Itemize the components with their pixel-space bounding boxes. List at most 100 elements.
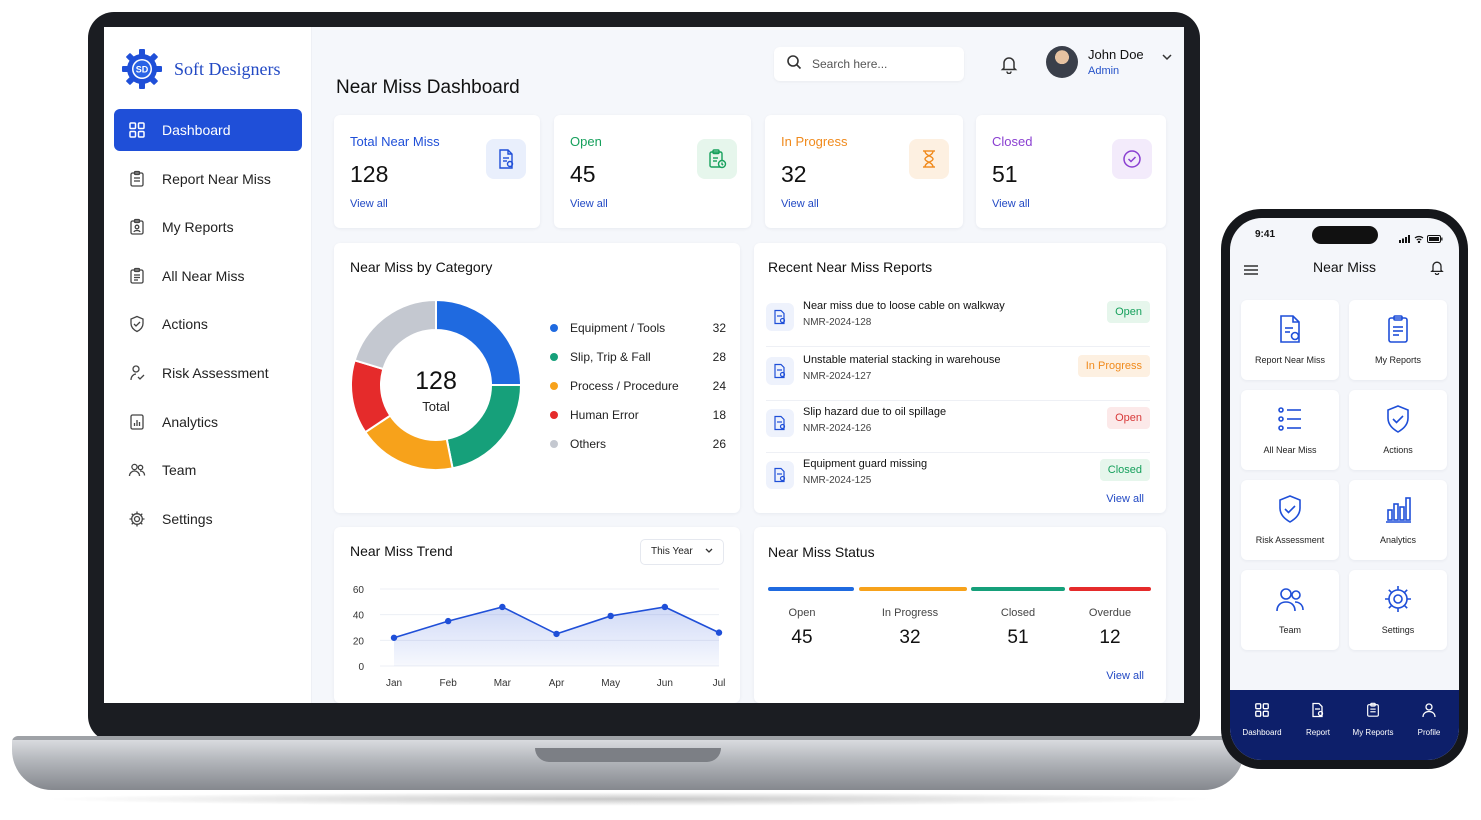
category-donut-chart: 128 Total xyxy=(350,299,522,471)
sidebar-item-settings[interactable]: Settings xyxy=(114,498,302,540)
brand-logo[interactable]: SD Soft Designers xyxy=(120,47,281,91)
clipboard-icon xyxy=(1365,702,1381,722)
tab-my-reports[interactable]: My Reports xyxy=(1348,702,1398,737)
trend-area-chart: 0 20 40 60 Jan Feb Mar Apr May Jun Jul xyxy=(353,585,726,689)
sidebar-item-label: Settings xyxy=(162,510,213,527)
trend-point xyxy=(715,629,723,636)
table-row[interactable]: Near miss due to loose cable on walkway … xyxy=(766,295,1150,347)
sidebar-item-risk-assessment[interactable]: Risk Assessment xyxy=(114,352,302,394)
sidebar-item-actions[interactable]: Actions xyxy=(114,303,302,345)
doc-search-icon xyxy=(766,303,794,331)
search-box[interactable] xyxy=(774,47,964,81)
recent-view-all-link[interactable]: View all xyxy=(1106,493,1144,505)
bar-chart-icon xyxy=(1349,494,1447,524)
search-icon xyxy=(786,54,802,75)
section-title: Recent Near Miss Reports xyxy=(768,259,933,275)
report-id: NMR-2024-125 xyxy=(803,475,872,486)
trend-point xyxy=(444,617,452,625)
tile-label: Risk Assessment xyxy=(1255,535,1325,545)
phone-dynamic-island xyxy=(1312,226,1378,244)
stat-card-open[interactable]: Open 45 View all xyxy=(554,115,751,228)
sidebar-item-label: Team xyxy=(162,462,197,479)
report-id: NMR-2024-127 xyxy=(803,371,872,382)
status-badge: In Progress xyxy=(1077,355,1150,377)
donut-slice xyxy=(353,299,437,371)
tab-profile[interactable]: Profile xyxy=(1404,702,1454,737)
stat-card-in-progress[interactable]: In Progress 32 View all xyxy=(765,115,963,228)
tile-actions[interactable]: Actions xyxy=(1349,390,1447,470)
stat-card-closed[interactable]: Closed 51 View all xyxy=(976,115,1166,228)
grid-icon xyxy=(128,121,146,139)
legend-label: Equipment / Tools xyxy=(570,320,666,335)
y-tick-label: 60 xyxy=(353,585,365,596)
brand-name: Soft Designers xyxy=(174,58,281,79)
tile-my-reports[interactable]: My Reports xyxy=(1349,300,1447,380)
report-id: NMR-2024-128 xyxy=(803,317,872,328)
y-tick-label: 0 xyxy=(358,662,364,673)
legend-item: Slip, Trip & Fall 28 xyxy=(550,342,726,371)
status-overdue: Overdue 12 xyxy=(1064,607,1156,649)
period-select[interactable]: This Year xyxy=(640,539,724,565)
stat-value: 32 xyxy=(781,161,807,187)
tile-all-near-miss[interactable]: All Near Miss xyxy=(1241,390,1339,470)
status-label: Overdue xyxy=(1088,607,1132,619)
legend-item: Others 26 xyxy=(550,429,726,458)
legend-value: 24 xyxy=(712,378,726,393)
tab-report[interactable]: Report xyxy=(1293,702,1343,737)
tile-team[interactable]: Team xyxy=(1241,570,1339,650)
phone-status-icons xyxy=(1399,230,1443,248)
legend-item: Equipment / Tools 32 xyxy=(550,313,726,342)
sidebar-item-my-reports[interactable]: My Reports xyxy=(114,206,302,248)
tile-label: Actions xyxy=(1383,445,1413,455)
clipboard-user-icon xyxy=(128,218,146,236)
legend-dot xyxy=(550,410,558,419)
laptop-screen: SD Soft Designers Dashboard Report Near … xyxy=(104,27,1184,703)
search-input[interactable] xyxy=(812,57,952,71)
status-label: In Progress xyxy=(881,607,939,619)
notification-bell-icon[interactable] xyxy=(1429,259,1445,280)
tile-report-near-miss[interactable]: Report Near Miss xyxy=(1241,300,1339,380)
tile-label: Report Near Miss xyxy=(1254,355,1326,365)
view-all-link[interactable]: View all xyxy=(781,198,819,210)
sidebar-item-dashboard[interactable]: Dashboard xyxy=(114,109,302,151)
status-view-all-link[interactable]: View all xyxy=(1106,670,1144,682)
view-all-link[interactable]: View all xyxy=(570,198,608,210)
x-tick-label: Feb xyxy=(440,678,458,689)
tile-risk-assessment[interactable]: Risk Assessment xyxy=(1241,480,1339,560)
tile-settings[interactable]: Settings xyxy=(1349,570,1447,650)
doc-search-icon xyxy=(1310,702,1326,722)
sidebar-item-all-near-miss[interactable]: All Near Miss xyxy=(114,255,302,297)
section-title: Near Miss Status xyxy=(768,544,875,560)
status-closed: Closed 51 xyxy=(972,607,1064,649)
sidebar-item-report-near-miss[interactable]: Report Near Miss xyxy=(114,158,302,200)
tile-analytics[interactable]: Analytics xyxy=(1349,480,1447,560)
check-circle-icon xyxy=(1112,139,1152,179)
avatar[interactable] xyxy=(1046,46,1078,78)
status-card: Near Miss Status Open 45 In Progress 32 … xyxy=(754,527,1166,703)
legend-dot xyxy=(550,323,558,332)
legend-dot xyxy=(550,352,558,361)
x-tick-label: Jan xyxy=(386,678,402,689)
table-row[interactable]: Slip hazard due to oil spillage NMR-2024… xyxy=(766,401,1150,453)
legend-label: Human Error xyxy=(570,407,639,422)
view-all-link[interactable]: View all xyxy=(350,198,388,210)
notification-bell-icon[interactable] xyxy=(999,54,1019,79)
stat-value: 51 xyxy=(992,161,1018,187)
hamburger-menu-icon[interactable] xyxy=(1244,262,1258,280)
sidebar-item-label: Analytics xyxy=(162,413,219,430)
sidebar-item-analytics[interactable]: Analytics xyxy=(114,401,302,443)
tab-dashboard[interactable]: Dashboard xyxy=(1237,702,1287,737)
stat-card-total[interactable]: Total Near Miss 128 View all xyxy=(334,115,540,228)
legend-dot xyxy=(550,381,558,390)
legend-label: Process / Procedure xyxy=(570,378,679,393)
section-title: Near Miss by Category xyxy=(350,259,493,275)
view-all-link[interactable]: View all xyxy=(992,198,1030,210)
table-row[interactable]: Equipment guard missing NMR-2024-125 Clo… xyxy=(766,453,1150,505)
user-menu[interactable]: John Doe Admin xyxy=(1046,46,1172,78)
sidebar-item-label: Risk Assessment xyxy=(162,364,269,381)
table-row[interactable]: Unstable material stacking in warehouse … xyxy=(766,349,1150,401)
trend-point xyxy=(553,630,560,638)
chevron-down-icon[interactable] xyxy=(1162,48,1172,66)
sidebar-item-label: My Reports xyxy=(162,219,234,236)
sidebar-item-team[interactable]: Team xyxy=(114,449,302,491)
